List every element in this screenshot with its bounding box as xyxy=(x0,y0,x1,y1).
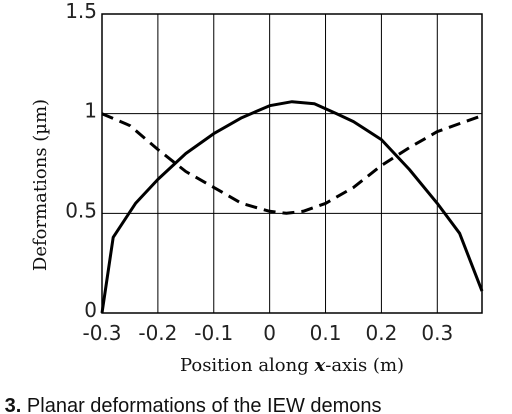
y-tick-label: 1 xyxy=(84,99,97,123)
x-axis-label: Position along x-axis (m) xyxy=(180,355,404,376)
x-tick-label: 0.2 xyxy=(366,321,398,345)
plot-frame xyxy=(101,13,483,314)
y-tick-label: 0 xyxy=(84,298,97,322)
x-tick-label: -0.2 xyxy=(138,321,177,345)
x-tick-label: 0 xyxy=(263,321,276,345)
series-layer xyxy=(100,100,484,314)
y-tick-label: 1.5 xyxy=(65,0,97,23)
figure-caption: e 3. Planar deformations of the IEW demo… xyxy=(0,395,382,414)
x-tick-label: 0.3 xyxy=(421,321,453,345)
x-tick-label: -0.3 xyxy=(82,321,121,345)
y-axis-label: Deformations (µm) xyxy=(30,99,51,271)
y-tick-labels: 0 0.5 1 1.5 xyxy=(65,0,97,322)
series-line-dashed xyxy=(101,112,483,215)
x-tick-label: 0.1 xyxy=(310,321,342,345)
grid-lines xyxy=(101,13,482,314)
x-tick-labels: -0.3 -0.2 -0.1 0 0.1 0.2 0.3 xyxy=(82,321,453,345)
x-tick-label: -0.1 xyxy=(194,321,233,345)
series-line-solid xyxy=(100,100,484,314)
y-tick-label: 0.5 xyxy=(65,198,97,222)
